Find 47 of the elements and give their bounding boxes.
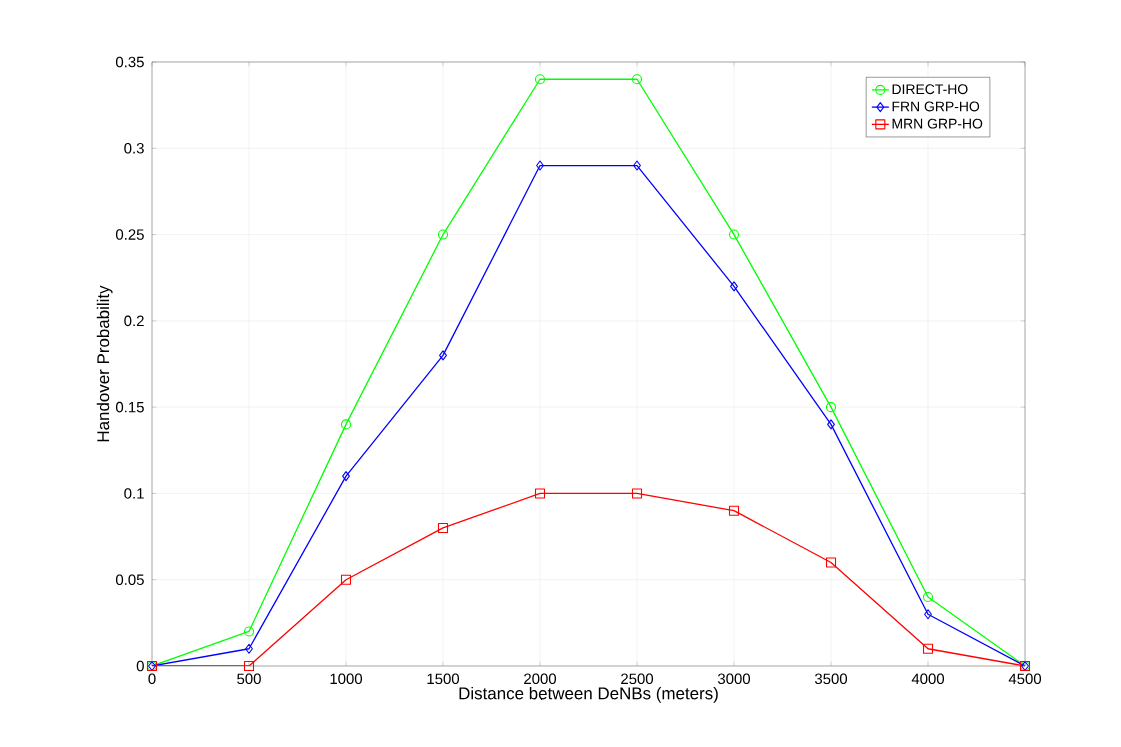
y-tick-label: 0.1 [124, 488, 144, 499]
y-tick-label: 0.25 [115, 229, 144, 240]
point [340, 574, 352, 585]
point [437, 229, 449, 240]
point [730, 281, 738, 292]
x-axis-title: Distance between DeNBs (meters) [459, 686, 718, 703]
point [534, 488, 546, 499]
point [825, 402, 837, 413]
x-tick-label: 1000 [330, 673, 363, 685]
x-tick-label: 500 [237, 673, 261, 685]
y-tick-label: 0.05 [115, 574, 144, 585]
point [631, 74, 643, 85]
point [536, 160, 544, 171]
point [243, 660, 255, 672]
point [827, 419, 835, 430]
x-tick-label: 3000 [717, 673, 751, 685]
y-tick-label: 0.15 [115, 401, 144, 413]
point [922, 591, 934, 603]
point [340, 419, 352, 430]
point [245, 643, 253, 654]
point [631, 488, 643, 499]
point [439, 350, 447, 361]
legend-label: MRN GRP-HO [892, 118, 983, 129]
x-tick-label: 0 [148, 673, 156, 685]
point [728, 229, 740, 240]
y-tick-label: 0.3 [124, 142, 144, 154]
y-axis-title: Handover Probability [96, 285, 113, 442]
point [342, 471, 350, 482]
x-tick-label: 4000 [911, 673, 945, 685]
point [243, 626, 255, 637]
x-tick-label: 1500 [427, 673, 460, 685]
point [922, 643, 934, 654]
x-tick-label: 3500 [814, 673, 848, 685]
point [437, 522, 449, 533]
point [924, 609, 932, 620]
point [728, 505, 740, 516]
legend-label: DIRECT-HO [892, 84, 968, 95]
point [534, 74, 546, 85]
x-tick-label: 4500 [1008, 673, 1042, 685]
y-tick-label: 0.2 [124, 315, 144, 327]
point [825, 557, 837, 568]
y-tick-label: 0 [136, 660, 144, 672]
point [633, 160, 641, 171]
y-tick-label: 0.35 [115, 56, 144, 68]
x-tick-label: 2500 [621, 673, 654, 685]
legend-label: FRN GRP-HO [892, 101, 980, 112]
x-tick-label: 2000 [524, 673, 557, 685]
